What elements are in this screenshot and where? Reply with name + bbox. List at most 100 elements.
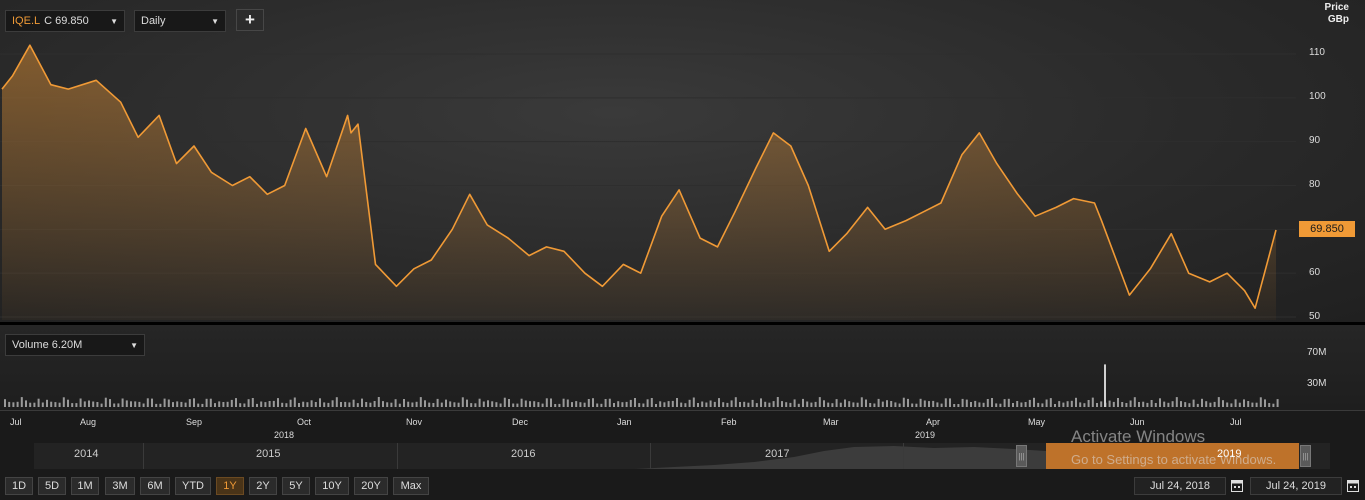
symbol-selector[interactable]: IQE.L C 69.850 ▼ — [5, 10, 125, 32]
volume-bar — [436, 398, 439, 407]
volume-bar — [1129, 400, 1132, 407]
volume-bar — [289, 399, 292, 407]
y-tick: 80 — [1309, 179, 1321, 190]
volume-bar — [365, 402, 368, 407]
volume-bar — [877, 398, 880, 407]
calendar-icon[interactable] — [1347, 479, 1359, 492]
volume-bar — [978, 402, 981, 407]
month-label: Apr — [926, 417, 941, 427]
range-button-20y[interactable]: 20Y — [354, 477, 388, 495]
volume-bar — [50, 401, 53, 407]
range-button-5d[interactable]: 5D — [38, 477, 66, 495]
volume-bar — [1033, 397, 1035, 407]
navigator-left-handle[interactable]: ||| — [1016, 445, 1027, 467]
volume-bar — [974, 400, 977, 407]
volume-bar — [625, 401, 628, 407]
volume-bar — [1154, 403, 1157, 407]
volume-bar — [411, 402, 414, 407]
volume-bar — [130, 401, 132, 407]
volume-bar — [75, 403, 78, 407]
range-button-ytd[interactable]: YTD — [175, 477, 211, 495]
range-button-5y[interactable]: 5Y — [282, 477, 310, 495]
volume-bar — [848, 401, 851, 407]
range-button-6m[interactable]: 6M — [140, 477, 170, 495]
time-navigator[interactable]: 2014 2015 2016 2017 2019 ||| — [34, 443, 1330, 469]
range-button-1d[interactable]: 1D — [5, 477, 33, 495]
range-button-3m[interactable]: 3M — [105, 477, 135, 495]
y-tick: 110 — [1309, 47, 1325, 58]
volume-bar — [449, 401, 452, 407]
volume-bar — [1062, 402, 1065, 407]
range-button-2y[interactable]: 2Y — [249, 477, 277, 495]
volume-bar — [117, 403, 120, 407]
volume-bar — [1087, 400, 1090, 407]
volume-bar — [806, 401, 809, 407]
volume-bar — [340, 402, 342, 407]
volume-bar — [764, 401, 767, 407]
volume-bar — [760, 398, 762, 407]
volume-bar — [692, 397, 695, 407]
volume-bar — [1175, 397, 1178, 407]
start-date-field[interactable]: Jul 24, 2018 — [1134, 477, 1226, 495]
interval-selector[interactable]: Daily ▼ — [134, 10, 226, 32]
volume-bar — [201, 403, 204, 407]
volume-bar — [634, 398, 636, 407]
volume-bar — [239, 403, 242, 407]
end-date-field[interactable]: Jul 24, 2019 — [1250, 477, 1342, 495]
volume-bar — [751, 399, 754, 407]
volume-bar — [869, 403, 872, 407]
month-label: Sep — [186, 417, 203, 427]
volume-bar — [251, 398, 254, 407]
volume-bar — [604, 399, 607, 407]
range-button-max[interactable]: Max — [393, 477, 429, 495]
volume-bar — [58, 402, 61, 407]
volume-bar — [512, 403, 515, 407]
volume-bar — [386, 402, 389, 407]
volume-bar — [298, 403, 300, 407]
volume-bar — [936, 402, 939, 407]
navigator-selection[interactable] — [1046, 443, 1299, 469]
volume-bar — [545, 398, 548, 407]
volume-bar — [176, 401, 179, 407]
volume-bar — [814, 401, 817, 407]
volume-bar — [571, 402, 573, 407]
volume-bar — [33, 402, 36, 407]
volume-bar — [1276, 399, 1279, 407]
volume-bar — [554, 404, 557, 407]
navigator-right-handle[interactable]: ||| — [1300, 445, 1311, 467]
volume-bar — [205, 398, 208, 407]
calendar-icon[interactable] — [1231, 479, 1243, 492]
navigator-year: 2016 — [511, 448, 536, 460]
volume-bar — [394, 399, 397, 407]
volume-bar — [272, 400, 275, 407]
volume-selector[interactable]: Volume 6.20M ▼ — [5, 334, 145, 356]
volume-bar — [600, 403, 603, 407]
range-button-1m[interactable]: 1M — [71, 477, 99, 495]
navigator-divider — [650, 443, 651, 469]
volume-bar — [281, 402, 284, 407]
volume-bar — [180, 401, 183, 407]
volume-bar — [608, 398, 611, 407]
volume-bar — [999, 403, 1002, 407]
volume-bar — [4, 399, 6, 407]
range-button-1y[interactable]: 1Y — [216, 477, 244, 495]
volume-bar — [642, 403, 645, 407]
volume-bar — [667, 401, 670, 407]
volume-bar — [1112, 401, 1115, 407]
navigator-year: 2014 — [74, 448, 99, 460]
range-button-10y[interactable]: 10Y — [315, 477, 349, 495]
volume-bar — [403, 399, 405, 407]
volume-bar — [739, 402, 741, 407]
volume-bar — [1020, 402, 1023, 407]
month-label: Aug — [80, 417, 97, 427]
volume-bar — [827, 402, 830, 407]
volume-bar — [793, 399, 796, 407]
volume-bar — [831, 403, 834, 407]
volume-bar — [655, 404, 657, 407]
volume-bar — [243, 403, 246, 407]
add-indicator-button[interactable]: + — [236, 9, 264, 31]
volume-bar — [671, 400, 674, 407]
volume-chart-panel[interactable] — [0, 325, 1365, 410]
last-price-tag: 69.850 — [1299, 221, 1355, 237]
